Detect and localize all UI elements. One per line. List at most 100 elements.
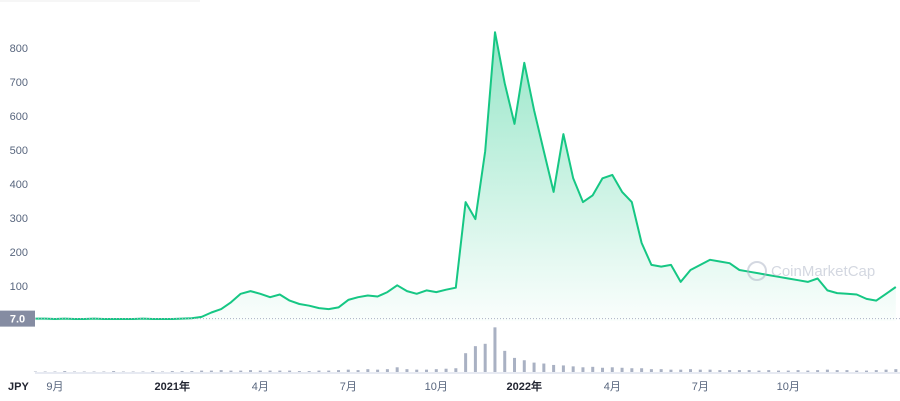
volume-bar: [493, 327, 497, 372]
volume-bar: [483, 343, 487, 372]
volume-bar: [777, 370, 781, 372]
volume-bar: [620, 367, 624, 372]
volume-bar: [757, 370, 761, 372]
volume-bar: [395, 367, 399, 372]
watermark-group: CoinMarketCap: [747, 261, 875, 281]
volume-bar: [415, 369, 419, 372]
volume-bar: [297, 371, 301, 372]
volume-bar: [454, 368, 458, 372]
y-tick-label: 200: [10, 247, 28, 259]
volume-bar: [258, 370, 262, 372]
volume-bar: [874, 370, 878, 372]
price-area: [35, 32, 896, 321]
volume-bar: [865, 370, 869, 372]
volume-bar: [425, 369, 429, 372]
volume-bar: [376, 369, 380, 372]
price-marker-label: 7.0: [10, 314, 25, 326]
x-tick-label: 4月: [252, 381, 269, 393]
volume-bar: [434, 369, 438, 372]
volume-bar: [552, 364, 556, 372]
x-tick-label: 2022年: [507, 379, 542, 393]
volume-bar: [767, 370, 771, 372]
volume-bar: [405, 369, 409, 372]
volume-bar: [542, 363, 546, 372]
volume-bar: [718, 370, 722, 372]
volume-bar: [249, 370, 253, 372]
volume-bar: [630, 368, 634, 372]
volume-bar: [806, 370, 810, 372]
volume-bar: [356, 370, 360, 372]
volume-bar: [180, 371, 184, 372]
volume-bar: [151, 371, 155, 372]
volume-bar: [209, 370, 213, 372]
volume-bar: [473, 346, 477, 372]
y-axis-label: JPY: [8, 381, 29, 393]
volume-bar: [835, 370, 839, 372]
watermark: CoinMarketCap: [771, 263, 875, 280]
volume-bar: [679, 369, 683, 372]
volume-bar: [689, 369, 693, 372]
x-tick-label: 7月: [692, 381, 709, 393]
volume-bar: [337, 370, 341, 372]
volume-bar: [659, 369, 663, 372]
volume-bar: [816, 370, 820, 372]
volume-bar: [464, 353, 468, 372]
volume-bar: [669, 369, 673, 372]
volume-bar: [591, 366, 595, 372]
volume-bar: [747, 370, 751, 372]
volume-bar: [288, 370, 292, 372]
volume-bar: [190, 371, 194, 372]
volume-bar: [561, 365, 565, 372]
volume-bar: [786, 370, 790, 372]
x-tick-label: 9月: [46, 381, 63, 393]
volume-bar: [239, 370, 243, 372]
volume-bar: [522, 360, 526, 372]
y-tick-label: 100: [10, 281, 28, 293]
volume-bar: [444, 368, 448, 372]
volume-bar: [649, 369, 653, 372]
volume-bar: [698, 369, 702, 372]
price-marker-box: [0, 310, 35, 327]
x-tick-label: 10月: [777, 381, 800, 393]
volume-bar: [385, 369, 389, 372]
volume-bar: [640, 368, 644, 372]
volume-bar: [366, 369, 370, 372]
volume-bar: [307, 371, 311, 372]
volume-bar: [571, 366, 575, 372]
x-tick-label: 7月: [340, 381, 357, 393]
volume-bar: [884, 369, 888, 372]
volume-bar: [825, 369, 829, 372]
volume-bar: [728, 370, 732, 372]
y-tick-label: 300: [10, 213, 28, 225]
volume-bar: [513, 357, 517, 372]
volume-bar: [855, 370, 859, 372]
x-tick-label: 4月: [604, 381, 621, 393]
volume-bar: [737, 370, 741, 372]
volume-bar: [317, 370, 321, 372]
watermark-logo: [747, 261, 767, 281]
volume-bar: [229, 370, 233, 372]
volume-bar: [278, 370, 282, 372]
volume-bar: [610, 367, 614, 372]
y-tick-label: 500: [10, 145, 28, 157]
volume-bar: [327, 370, 331, 372]
volume-bar: [708, 369, 712, 372]
volume-bar: [200, 370, 204, 372]
x-tick-label: 10月: [425, 381, 448, 393]
volume-bar: [346, 369, 350, 372]
volume-bar: [170, 371, 174, 372]
volume-bar: [796, 370, 800, 372]
volume-bar: [268, 370, 272, 372]
price-line: [35, 31, 897, 320]
volume-bar: [601, 367, 605, 372]
volume-bar: [532, 362, 536, 372]
volume-bar: [63, 371, 67, 372]
y-tick-label: 400: [10, 179, 28, 191]
y-tick-label: 600: [10, 111, 28, 123]
x-tick-label: 2021年: [155, 379, 190, 393]
volume-bar: [112, 371, 116, 372]
volume-bar: [894, 369, 898, 372]
volume-bar: [503, 350, 507, 372]
y-tick-label: 800: [10, 43, 28, 55]
